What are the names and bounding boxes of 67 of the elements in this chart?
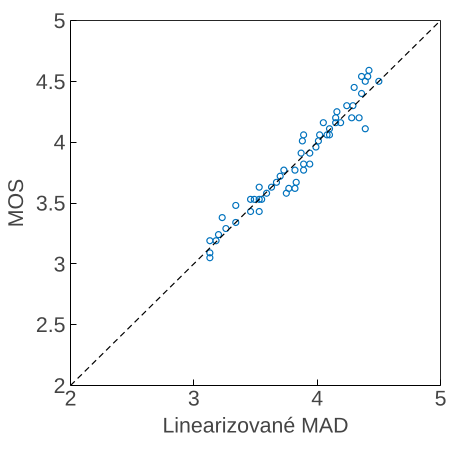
point [350,84,358,92]
point [298,137,306,145]
y-tick-label: 4.5 [36,70,66,94]
y-tick-label: 2.5 [36,313,66,338]
point [332,114,340,122]
y-tick-label: 3.5 [36,192,66,216]
point [316,131,324,138]
point [323,131,331,138]
x-tick-label: 4 [311,386,324,410]
point [300,160,308,168]
point [349,102,357,110]
point [206,249,214,256]
point [232,218,240,226]
point [320,119,327,126]
point [326,131,334,138]
point [291,166,299,174]
point [358,90,366,98]
point [306,160,314,168]
point [291,184,299,192]
y-tick-label: 3 [54,252,66,276]
point [333,108,340,116]
point [232,202,240,210]
point [214,231,222,238]
point [365,66,373,74]
point [306,150,314,157]
x-tick-label: 3 [188,386,200,410]
y-tick-label: 5 [54,9,66,33]
y-tick-label: 4 [54,130,66,155]
point [276,172,284,180]
point [298,150,305,157]
point [258,196,266,203]
point [222,224,230,232]
point [348,114,356,122]
x-axis-title: Linearizované MAD [162,414,349,438]
point [212,237,220,244]
point [362,125,369,132]
point [246,196,254,203]
point [280,166,288,174]
point [364,72,372,80]
point [282,190,290,197]
point [358,72,366,80]
point [285,184,292,192]
point [332,119,340,126]
x-tick-label: 5 [434,386,446,410]
point [292,178,300,186]
point [356,114,363,122]
point [312,143,320,151]
point [268,184,276,191]
point [326,125,334,132]
point [250,196,258,203]
point [375,78,382,85]
point [343,102,350,110]
point [272,178,280,186]
point [314,137,322,145]
point [300,131,308,138]
point [206,237,214,244]
point [218,214,226,222]
y-axis-title: MOS [4,178,28,228]
point [256,196,263,203]
point [256,184,263,191]
point [256,208,263,216]
point [362,78,369,85]
point [206,254,214,262]
point [263,190,270,197]
point [300,166,308,174]
point [246,208,254,216]
point [337,119,344,126]
